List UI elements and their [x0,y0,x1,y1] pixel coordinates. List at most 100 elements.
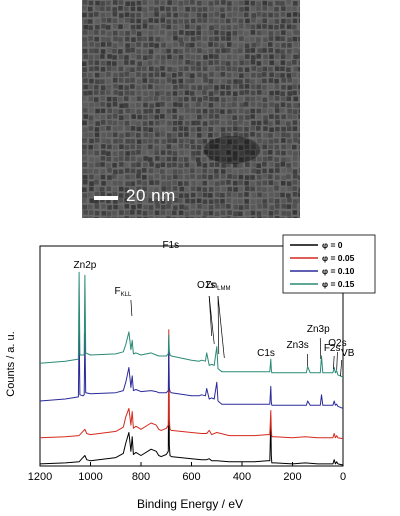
nanoparticle [220,66,226,71]
nanoparticle [298,72,300,78]
nanoparticle [196,150,201,156]
nanoparticle [280,12,286,17]
nanoparticle [112,48,117,54]
nanoparticle [184,144,190,149]
nanoparticle [131,120,136,125]
nanoparticle [118,66,124,72]
nanoparticle [172,73,177,78]
nanoparticle [160,18,165,23]
nanoparticle [184,19,189,24]
nanoparticle [275,132,280,137]
nanoparticle [214,169,219,174]
legend-label: φ = 0.05 [322,253,355,263]
nanoparticle [172,217,177,218]
nanoparticle [95,0,100,6]
nanoparticle [106,163,111,168]
nanoparticle [286,73,292,78]
nanoparticle [82,96,87,101]
nanoparticle [244,139,250,144]
nanoparticle [184,96,189,102]
nanoparticle [274,138,279,144]
nanoparticle [268,12,273,18]
nanoparticle [250,210,256,216]
peak-label: Zn3s [287,340,309,351]
nanoparticle [281,114,286,120]
nanoparticle [227,139,232,144]
nanoparticle [232,156,238,161]
nanoparticle [287,198,292,203]
nanoparticle [82,156,88,161]
nanoparticle [268,96,274,101]
nanoparticle [238,211,243,216]
nanoparticle [245,150,250,155]
nanoparticle [232,18,237,23]
peak-label: VB [341,348,355,359]
nanoparticle [281,198,286,204]
nanoparticle [94,72,100,78]
nanoparticle [262,12,267,18]
nanoparticle [100,169,106,174]
nanoparticle [148,96,153,101]
nanoparticle [118,120,124,126]
nanoparticle [226,31,231,36]
nanoparticle [112,102,118,107]
nanoparticle [178,174,183,180]
nanoparticle [232,43,238,48]
nanoparticle [239,157,244,162]
nanoparticle [184,193,189,198]
nanoparticle [215,66,220,71]
nanoparticle [262,48,267,53]
nanoparticle [88,55,94,60]
nanoparticle [196,90,202,95]
nanoparticle [197,133,202,138]
peak-label-subscript: KLL [121,292,132,298]
nanoparticle [172,133,177,138]
nanoparticle [286,61,292,66]
nanoparticle [142,19,148,24]
nanoparticle [107,205,112,210]
nanoparticle [298,60,300,65]
nanoparticle [136,102,141,108]
nanoparticle [178,115,184,120]
nanoparticle [95,186,100,192]
nanoparticle [292,114,297,120]
nanoparticle [196,145,202,150]
nanoparticle [89,108,94,113]
nanoparticle [214,7,220,12]
nanoparticle [178,163,183,168]
nanoparticle [89,48,94,54]
nanoparticle [250,108,255,114]
nanoparticle [244,90,250,95]
nanoparticle [136,66,142,72]
nanoparticle [262,72,267,77]
nanoparticle [292,60,297,65]
nanoparticle [178,72,183,77]
nanoparticle [190,217,195,218]
peak-label: ZnLMM [206,280,231,292]
nanoparticle [184,126,189,132]
nanoparticle [148,18,154,23]
nanoparticle [245,156,250,162]
nanoparticle [232,108,237,114]
nanoparticle [113,72,118,78]
nanoparticle [292,90,297,96]
nanoparticle [208,199,214,204]
nanoparticle [125,181,130,186]
nanoparticle [196,61,201,66]
nanoparticle [184,181,189,186]
nanoparticle [113,199,118,204]
nanoparticle [250,96,256,102]
nanoparticle [286,67,291,72]
nanoparticle [197,114,202,120]
nanoparticle [160,66,165,71]
nanoparticle [209,120,214,125]
nanoparticle [106,72,111,77]
nanoparticle [202,0,207,6]
nanoparticle [262,18,267,24]
nanoparticle [166,163,172,168]
nanoparticle [268,84,273,90]
nanoparticle [106,186,112,191]
nanoparticle [155,37,160,42]
nanoparticle [100,192,105,197]
nanoparticle [136,186,141,192]
